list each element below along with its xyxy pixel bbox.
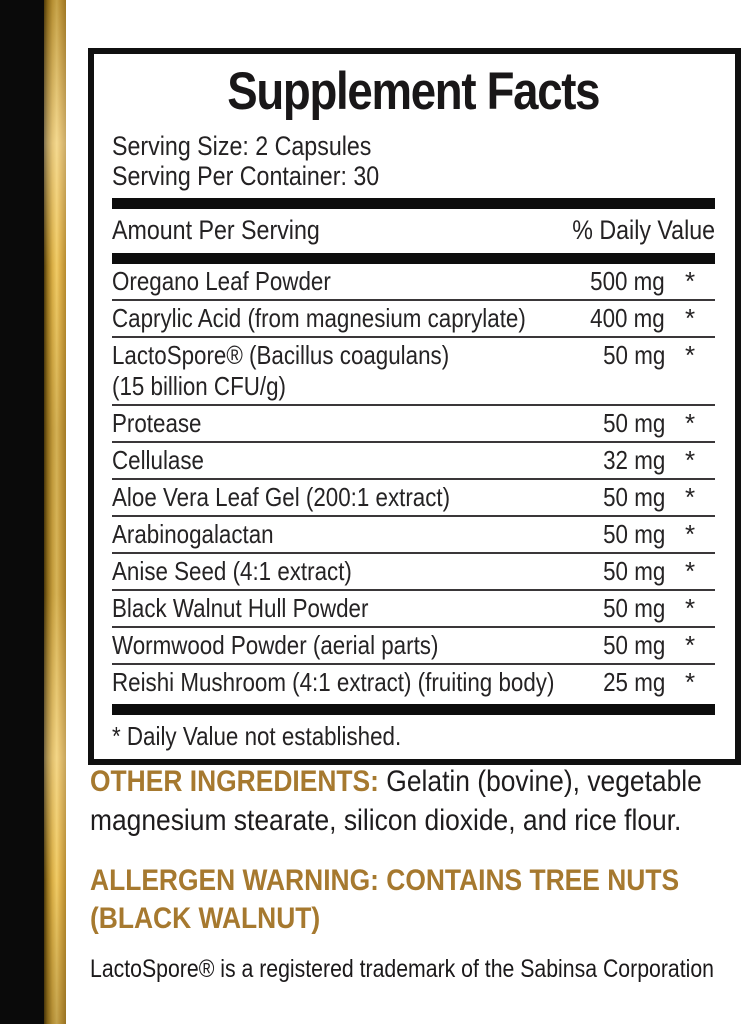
- left-black-bar: [0, 0, 44, 1024]
- ingredient-name: Black Walnut Hull Powder: [112, 593, 369, 624]
- ingredient-name: LactoSpore® (Bacillus coagulans) (15 bill…: [112, 340, 450, 402]
- ingredient-daily-value: *: [684, 667, 696, 698]
- ingredient-daily-value: *: [684, 266, 696, 297]
- left-gold-bar: [44, 0, 66, 1024]
- ingredient-daily-value: *: [684, 340, 696, 371]
- ingredient-amount: 25 mg: [602, 667, 665, 698]
- ingredient-amount: 32 mg: [602, 445, 665, 476]
- ingredient-daily-value: *: [684, 519, 696, 550]
- table-header: Amount Per Serving % Daily Value: [112, 209, 715, 253]
- ingredient-name: Cellulase: [112, 445, 204, 476]
- ingredient-amount: 50 mg: [602, 340, 665, 371]
- ingredient-row: Reishi Mushroom (4:1 extract) (fruiting …: [112, 663, 715, 700]
- ingredient-amount: 500 mg: [590, 266, 665, 297]
- daily-value-footnote: * Daily Value not established.: [112, 721, 402, 752]
- ingredient-row: Black Walnut Hull Powder 50 mg *: [112, 589, 715, 626]
- trademark-note: LactoSpore® is a registered trademark of…: [90, 955, 714, 983]
- ingredient-daily-value: *: [684, 593, 696, 624]
- ingredient-name: Aloe Vera Leaf Gel (200:1 extract): [112, 482, 451, 513]
- other-ingredients-text-2: magnesium stearate, silicon dioxide, and…: [90, 804, 682, 837]
- ingredient-row: Oregano Leaf Powder 500 mg *: [112, 264, 715, 299]
- ingredient-amount: 50 mg: [602, 482, 665, 513]
- ingredient-amount: 50 mg: [602, 519, 665, 550]
- ingredient-row: Cellulase 32 mg *: [112, 441, 715, 478]
- ingredient-row: LactoSpore® (Bacillus coagulans) (15 bill…: [112, 336, 715, 404]
- panel-title: Supplement Facts: [227, 62, 601, 121]
- ingredient-daily-value: *: [684, 445, 696, 476]
- ingredient-name: Oregano Leaf Powder: [112, 266, 331, 297]
- ingredient-amount: 50 mg: [602, 593, 665, 624]
- column-daily-value: % Daily Value: [572, 215, 715, 246]
- allergen-warning-line-1: ALLERGEN WARNING: CONTAINS TREE NUTS: [90, 864, 680, 897]
- ingredient-amount: 50 mg: [602, 408, 665, 439]
- column-amount-per-serving: Amount Per Serving: [112, 215, 320, 246]
- ingredient-name: Wormwood Powder (aerial parts): [112, 630, 439, 661]
- ingredient-amount: 400 mg: [590, 303, 665, 334]
- ingredient-name: Protease: [112, 408, 202, 439]
- other-ingredients: OTHER INGREDIENTS: Gelatin (bovine), veg…: [90, 762, 746, 840]
- ingredient-name: Arabinogalactan: [112, 519, 274, 550]
- divider-thick-top: [112, 198, 715, 210]
- other-ingredients-text-1: Gelatin (bovine), vegetable: [386, 765, 702, 798]
- ingredient-row: Anise Seed (4:1 extract) 50 mg *: [112, 552, 715, 589]
- ingredient-amount: 50 mg: [602, 556, 665, 587]
- ingredient-name: Reishi Mushroom (4:1 extract) (fruiting …: [112, 667, 555, 698]
- ingredient-daily-value: *: [684, 556, 696, 587]
- other-ingredients-label: OTHER INGREDIENTS:: [90, 765, 379, 798]
- serving-size: Serving Size: 2 Capsules: [112, 131, 372, 162]
- ingredient-row: Arabinogalactan 50 mg *: [112, 515, 715, 552]
- ingredient-row: Protease 50 mg *: [112, 404, 715, 441]
- serving-per-container: Serving Per Container: 30: [112, 161, 380, 192]
- ingredient-daily-value: *: [684, 303, 696, 334]
- ingredient-daily-value: *: [684, 482, 696, 513]
- divider-thick-bottom: [112, 704, 715, 716]
- ingredient-daily-value: *: [684, 630, 696, 661]
- label-lower-text: OTHER INGREDIENTS: Gelatin (bovine), veg…: [90, 762, 746, 983]
- ingredient-amount: 50 mg: [602, 630, 665, 661]
- allergen-warning-line-2: (BLACK WALNUT): [90, 902, 321, 935]
- ingredient-name: Caprylic Acid (from magnesium caprylate): [112, 303, 526, 334]
- divider-thick-header: [112, 253, 715, 265]
- ingredient-row: Aloe Vera Leaf Gel (200:1 extract) 50 mg *: [112, 478, 715, 515]
- allergen-warning: ALLERGEN WARNING: CONTAINS TREE NUTS (BL…: [90, 862, 746, 938]
- ingredient-row: Wormwood Powder (aerial parts) 50 mg *: [112, 626, 715, 663]
- ingredient-daily-value: *: [684, 408, 696, 439]
- supplement-facts-panel: Supplement Facts Serving Size: 2 Capsule…: [88, 48, 741, 766]
- ingredient-table: Oregano Leaf Powder 500 mg * Caprylic Acid …: [112, 264, 715, 700]
- ingredient-name: Anise Seed (4:1 extract): [112, 556, 352, 587]
- ingredient-row: Caprylic Acid (from magnesium caprylate)…: [112, 299, 715, 336]
